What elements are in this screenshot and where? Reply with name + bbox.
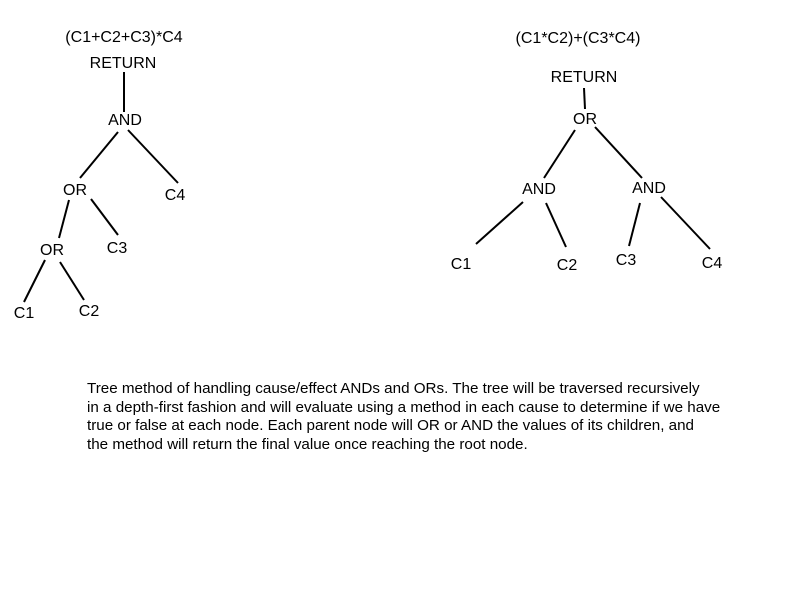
edge-and-c4-right xyxy=(660,196,711,250)
description-line: the method will return the final value o… xyxy=(87,435,528,453)
edge-or-c2-left xyxy=(59,261,85,301)
left-c3-leaf: C3 xyxy=(106,240,128,257)
edge-and-c2-right xyxy=(545,202,567,248)
left-return-node: RETURN xyxy=(89,55,157,72)
description-text: Tree method of handling cause/effect AND… xyxy=(87,380,767,454)
left-or-node-lower: OR xyxy=(40,242,64,259)
edge-and-c4-left xyxy=(127,129,179,184)
edge-and-c1-right xyxy=(475,201,524,245)
left-c1-leaf: C1 xyxy=(13,305,35,322)
right-and-node-right: AND xyxy=(632,180,666,197)
left-formula: (C1+C2+C3)*C4 xyxy=(65,29,183,46)
left-c4-leaf: C4 xyxy=(164,187,186,204)
edge-and-or-left xyxy=(79,131,119,179)
left-or-node-upper: OR xyxy=(63,182,87,199)
right-c4-leaf: C4 xyxy=(701,255,723,272)
description-line: in a depth-first fashion and will evalua… xyxy=(87,398,721,416)
right-formula: (C1*C2)+(C3*C4) xyxy=(515,30,641,47)
right-c1-leaf: C1 xyxy=(450,256,472,273)
edge-and-c3-right xyxy=(628,202,641,247)
right-or-node: OR xyxy=(573,111,597,128)
left-c2-leaf: C2 xyxy=(78,303,100,320)
edge-or-c3-left xyxy=(90,198,119,236)
description-line: true or false at each node. Each parent … xyxy=(87,417,694,434)
description-line: Tree method of handling cause/effect AND… xyxy=(87,380,700,397)
edge-or-and-right-a xyxy=(543,129,576,179)
edge-return-or-right xyxy=(583,87,586,110)
edge-or-and-right-b xyxy=(594,126,643,179)
right-c2-leaf: C2 xyxy=(556,257,578,274)
left-and-node: AND xyxy=(108,112,142,129)
right-and-node-left: AND xyxy=(522,181,556,198)
right-return-node: RETURN xyxy=(550,69,618,86)
edge-or-or-left xyxy=(58,199,70,239)
edge-or-c1-left xyxy=(23,259,46,303)
right-c3-leaf: C3 xyxy=(615,252,637,269)
